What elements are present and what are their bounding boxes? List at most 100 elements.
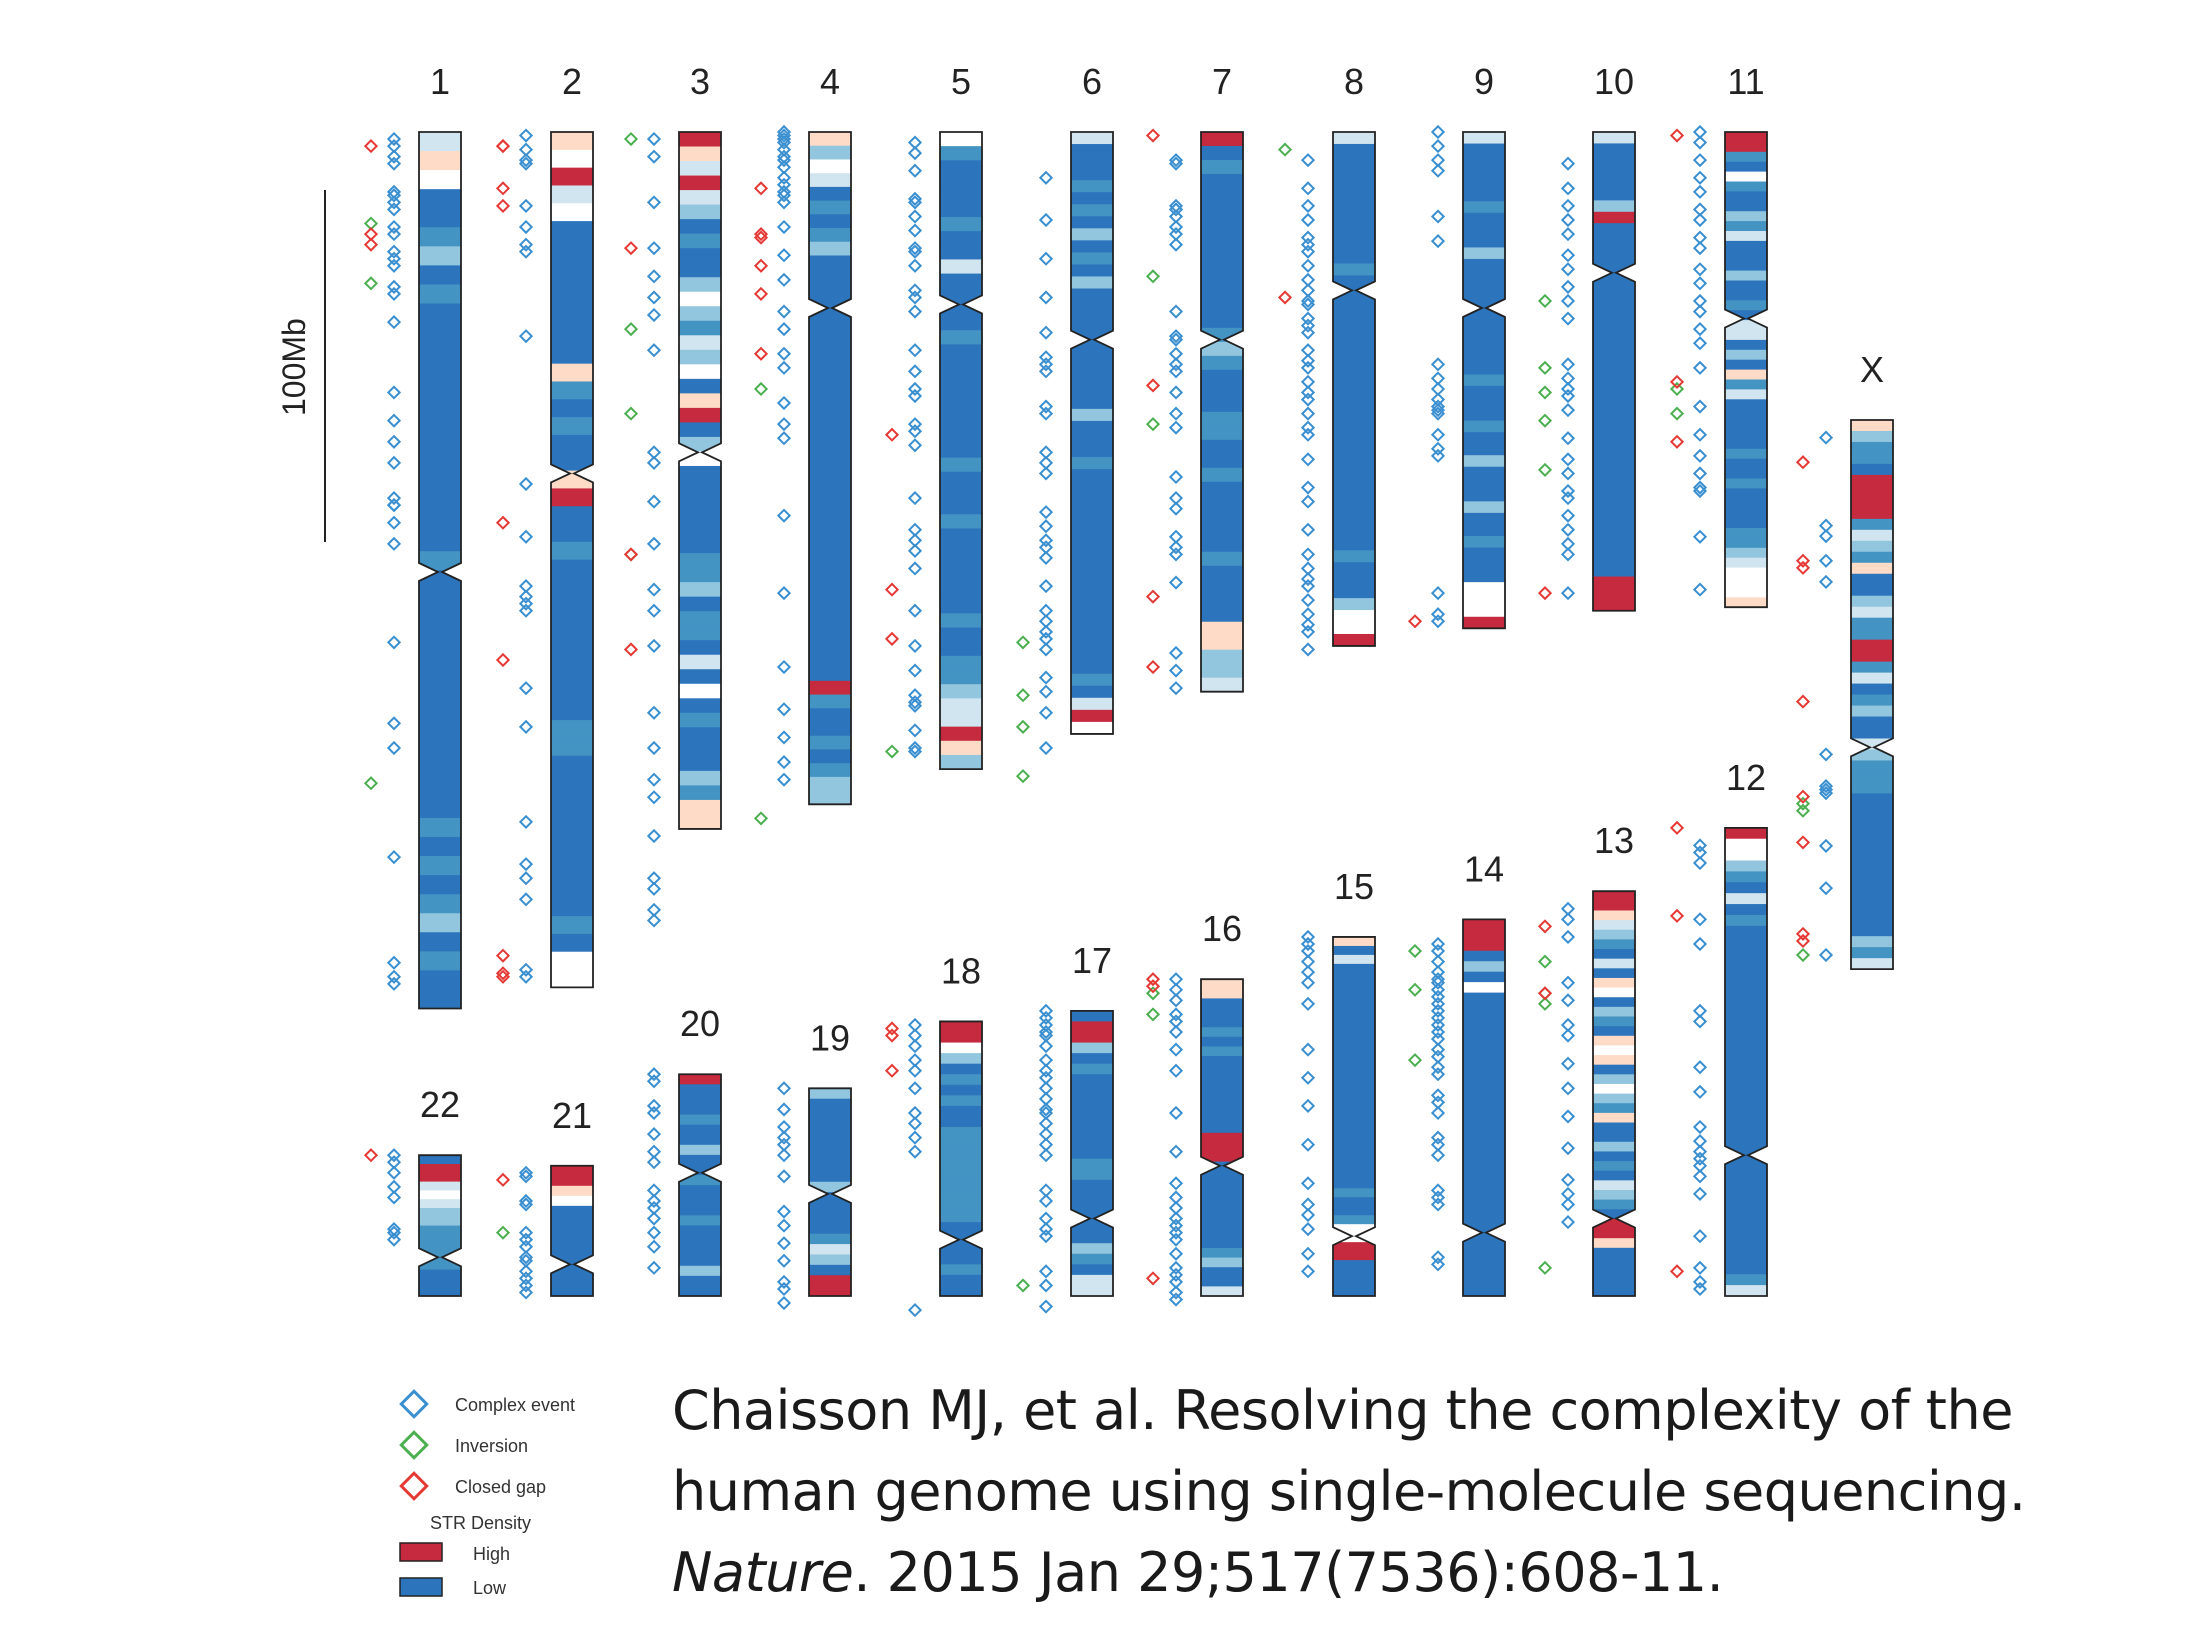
- complex-event-marker: [386, 315, 402, 330]
- str-band: [679, 814, 721, 829]
- complex-event-marker: [386, 536, 402, 551]
- str-band: [1593, 234, 1635, 247]
- str-band: [1333, 478, 1375, 492]
- str-band: [940, 174, 982, 190]
- str-band: [679, 553, 721, 569]
- closed-gap-marker: [1145, 659, 1161, 675]
- complex-event-marker: [1168, 406, 1184, 421]
- str-band: [1725, 1263, 1767, 1275]
- str-band: [1463, 258, 1505, 272]
- str-band: [1201, 1248, 1243, 1259]
- str-band: [1071, 360, 1113, 374]
- inversion-marker: [495, 1225, 511, 1240]
- complex-event-marker: [1168, 1014, 1184, 1029]
- complex-event-marker: [518, 476, 534, 492]
- complex-event-marker: [776, 755, 792, 770]
- chromosome-17-bands: [1071, 1010, 1113, 1296]
- str-band: [809, 365, 851, 380]
- str-band: [1201, 607, 1243, 623]
- complex-event-marker: [907, 1081, 923, 1096]
- str-band: [809, 214, 851, 229]
- complex-event-marker: [1430, 1049, 1446, 1064]
- str-band: [1725, 1165, 1767, 1177]
- str-band: [1333, 1062, 1375, 1073]
- complex-event-marker: [1430, 403, 1446, 418]
- str-band: [940, 1253, 982, 1265]
- str-band: [809, 557, 851, 572]
- complex-event-marker: [1692, 293, 1708, 309]
- complex-event-marker: [1692, 336, 1708, 351]
- complex-event-marker: [518, 156, 534, 171]
- complex-event-marker: [1560, 198, 1576, 213]
- str-band: [419, 817, 461, 838]
- str-band: [1333, 1053, 1375, 1064]
- str-band: [1463, 1128, 1505, 1140]
- str-band: [1851, 430, 1893, 443]
- str-band: [1463, 1107, 1505, 1119]
- complex-event-marker: [386, 1165, 402, 1180]
- str-band: [1333, 954, 1375, 965]
- str-band: [1593, 553, 1635, 566]
- inversion-marker: [1015, 635, 1031, 650]
- complex-event-marker: [1038, 170, 1054, 185]
- str-band: [1201, 383, 1243, 399]
- str-band: [1593, 211, 1635, 224]
- str-band: [1201, 1171, 1243, 1182]
- complex-event-marker: [1560, 491, 1576, 506]
- str-band: [419, 646, 461, 667]
- str-band: [1593, 1161, 1635, 1172]
- complex-event-marker: [1038, 1039, 1054, 1054]
- str-band: [1333, 1026, 1375, 1037]
- str-band: [1333, 323, 1375, 336]
- str-band: [1851, 881, 1893, 893]
- inversion-marker: [1145, 417, 1161, 432]
- str-band: [551, 1165, 593, 1177]
- str-band: [1071, 1063, 1113, 1075]
- str-band: [1071, 709, 1113, 723]
- str-band: [679, 1245, 721, 1257]
- str-band: [809, 200, 851, 215]
- complex-event-marker: [1300, 360, 1316, 375]
- str-band: [1725, 151, 1767, 163]
- str-band: [419, 665, 461, 686]
- str-band: [1593, 1083, 1635, 1095]
- str-band: [679, 1255, 721, 1267]
- str-band: [551, 167, 593, 187]
- str-band: [1463, 950, 1505, 962]
- str-band: [1201, 663, 1243, 679]
- str-band: [1463, 1180, 1505, 1192]
- str-band: [1593, 1247, 1635, 1259]
- str-band: [1593, 1170, 1635, 1181]
- str-band: [809, 475, 851, 490]
- str-band: [679, 1195, 721, 1206]
- str-band: [419, 322, 461, 343]
- str-band: [1201, 1123, 1243, 1134]
- complex-event-marker: [1300, 579, 1316, 594]
- str-band: [940, 712, 982, 728]
- str-band: [809, 1254, 851, 1266]
- str-band: [551, 1195, 593, 1207]
- complex-event-marker: [1818, 947, 1834, 963]
- str-band: [679, 291, 721, 307]
- str-band: [679, 770, 721, 786]
- str-band: [679, 306, 721, 322]
- str-band: [1725, 958, 1767, 970]
- complex-event-marker: [1038, 642, 1054, 657]
- str-band: [1463, 1065, 1505, 1077]
- str-band: [809, 625, 851, 641]
- str-band: [419, 1225, 461, 1235]
- str-band: [940, 372, 982, 388]
- chromosome-label: 17: [1072, 940, 1112, 981]
- complex-event-marker: [518, 962, 534, 977]
- complex-event-marker: [1692, 135, 1708, 150]
- str-band: [1725, 1110, 1767, 1123]
- complex-event-marker: [776, 1236, 792, 1251]
- str-band: [1333, 442, 1375, 456]
- str-band: [1333, 335, 1375, 348]
- chromosome-label: 12: [1726, 757, 1766, 798]
- closed-gap-marker: [1669, 908, 1685, 923]
- complex-event-marker: [646, 1127, 662, 1142]
- str-band: [1071, 457, 1113, 470]
- str-band: [1593, 132, 1635, 144]
- complex-event-marker: [1300, 642, 1316, 657]
